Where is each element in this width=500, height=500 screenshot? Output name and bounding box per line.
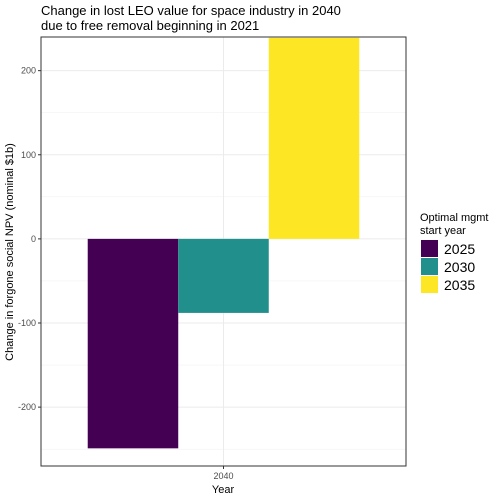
x-tick-label: 2040 bbox=[213, 471, 233, 481]
bars bbox=[87, 37, 360, 449]
bar-2025 bbox=[87, 238, 179, 449]
y-tick-label: -200 bbox=[18, 402, 36, 412]
legend-label-2025: 2025 bbox=[444, 241, 475, 257]
chart-title: Change in lost LEO value for space indus… bbox=[41, 3, 341, 33]
y-tick-label: 0 bbox=[31, 234, 36, 244]
chart-title-line-2: due to free removal beginning in 2021 bbox=[41, 18, 259, 33]
x-axis: 2040 bbox=[213, 466, 234, 481]
y-tick-label: -100 bbox=[18, 318, 36, 328]
legend-title-line-1: Optimal mgmt bbox=[420, 212, 488, 224]
bar-2030 bbox=[178, 238, 269, 313]
legend-items: 2025 2030 2035 bbox=[421, 240, 475, 293]
y-tick-label: 200 bbox=[21, 66, 36, 76]
chart-title-line-1: Change in lost LEO value for space indus… bbox=[41, 3, 341, 18]
legend: Optimal mgmt start year 2025 2030 2035 bbox=[420, 212, 488, 293]
legend-label-2030: 2030 bbox=[444, 259, 475, 275]
y-axis-label: Change in forgone social NPV (nominal $1… bbox=[4, 143, 16, 361]
bar-2035 bbox=[268, 37, 360, 239]
legend-key-2035 bbox=[421, 276, 438, 293]
legend-label-2035: 2035 bbox=[444, 277, 475, 293]
y-tick-label: 100 bbox=[21, 150, 36, 160]
legend-key-2025 bbox=[421, 240, 438, 257]
y-axis: -200 -100 0 100 200 bbox=[18, 66, 41, 412]
x-axis-label: Year bbox=[212, 484, 235, 496]
legend-key-2030 bbox=[421, 258, 438, 275]
legend-title-line-2: start year bbox=[420, 225, 466, 237]
